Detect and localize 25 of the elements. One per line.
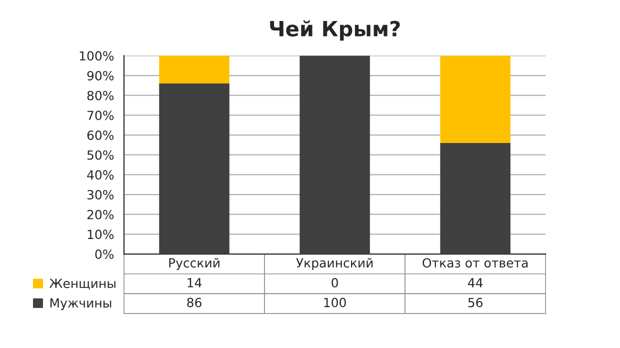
y-tick-label: 50% [87,150,114,160]
x-tick-label: Украинский [296,258,373,270]
y-tick-label: 20% [87,210,114,220]
y-tick-label: 40% [87,170,114,180]
y-tick-label: 90% [87,70,114,80]
data-label: 0 [332,278,338,288]
bar [440,56,510,143]
data-label: 14 [188,278,202,288]
bar [159,56,230,84]
y-tick-label: 30% [87,190,114,200]
y-tick-label: 70% [88,110,114,120]
legend-label: Мужчины [50,298,112,310]
data-label: 56 [468,298,482,308]
x-tick-label: Русский [169,258,220,270]
y-tick-label: 80% [87,90,114,100]
y-tick-label: 60% [87,130,114,140]
data-label: 86 [187,298,202,308]
data-label: 100 [324,298,346,308]
data-label: 44 [468,278,483,288]
y-tick-label: 10% [88,230,114,240]
y-tick-label: 100% [80,51,114,61]
legend-label: Женщины [49,278,116,290]
chart-title: Чей Крым? [270,20,400,41]
x-tick-label: Отказ от ответа [422,258,528,268]
y-tick-label: 0% [95,250,114,259]
